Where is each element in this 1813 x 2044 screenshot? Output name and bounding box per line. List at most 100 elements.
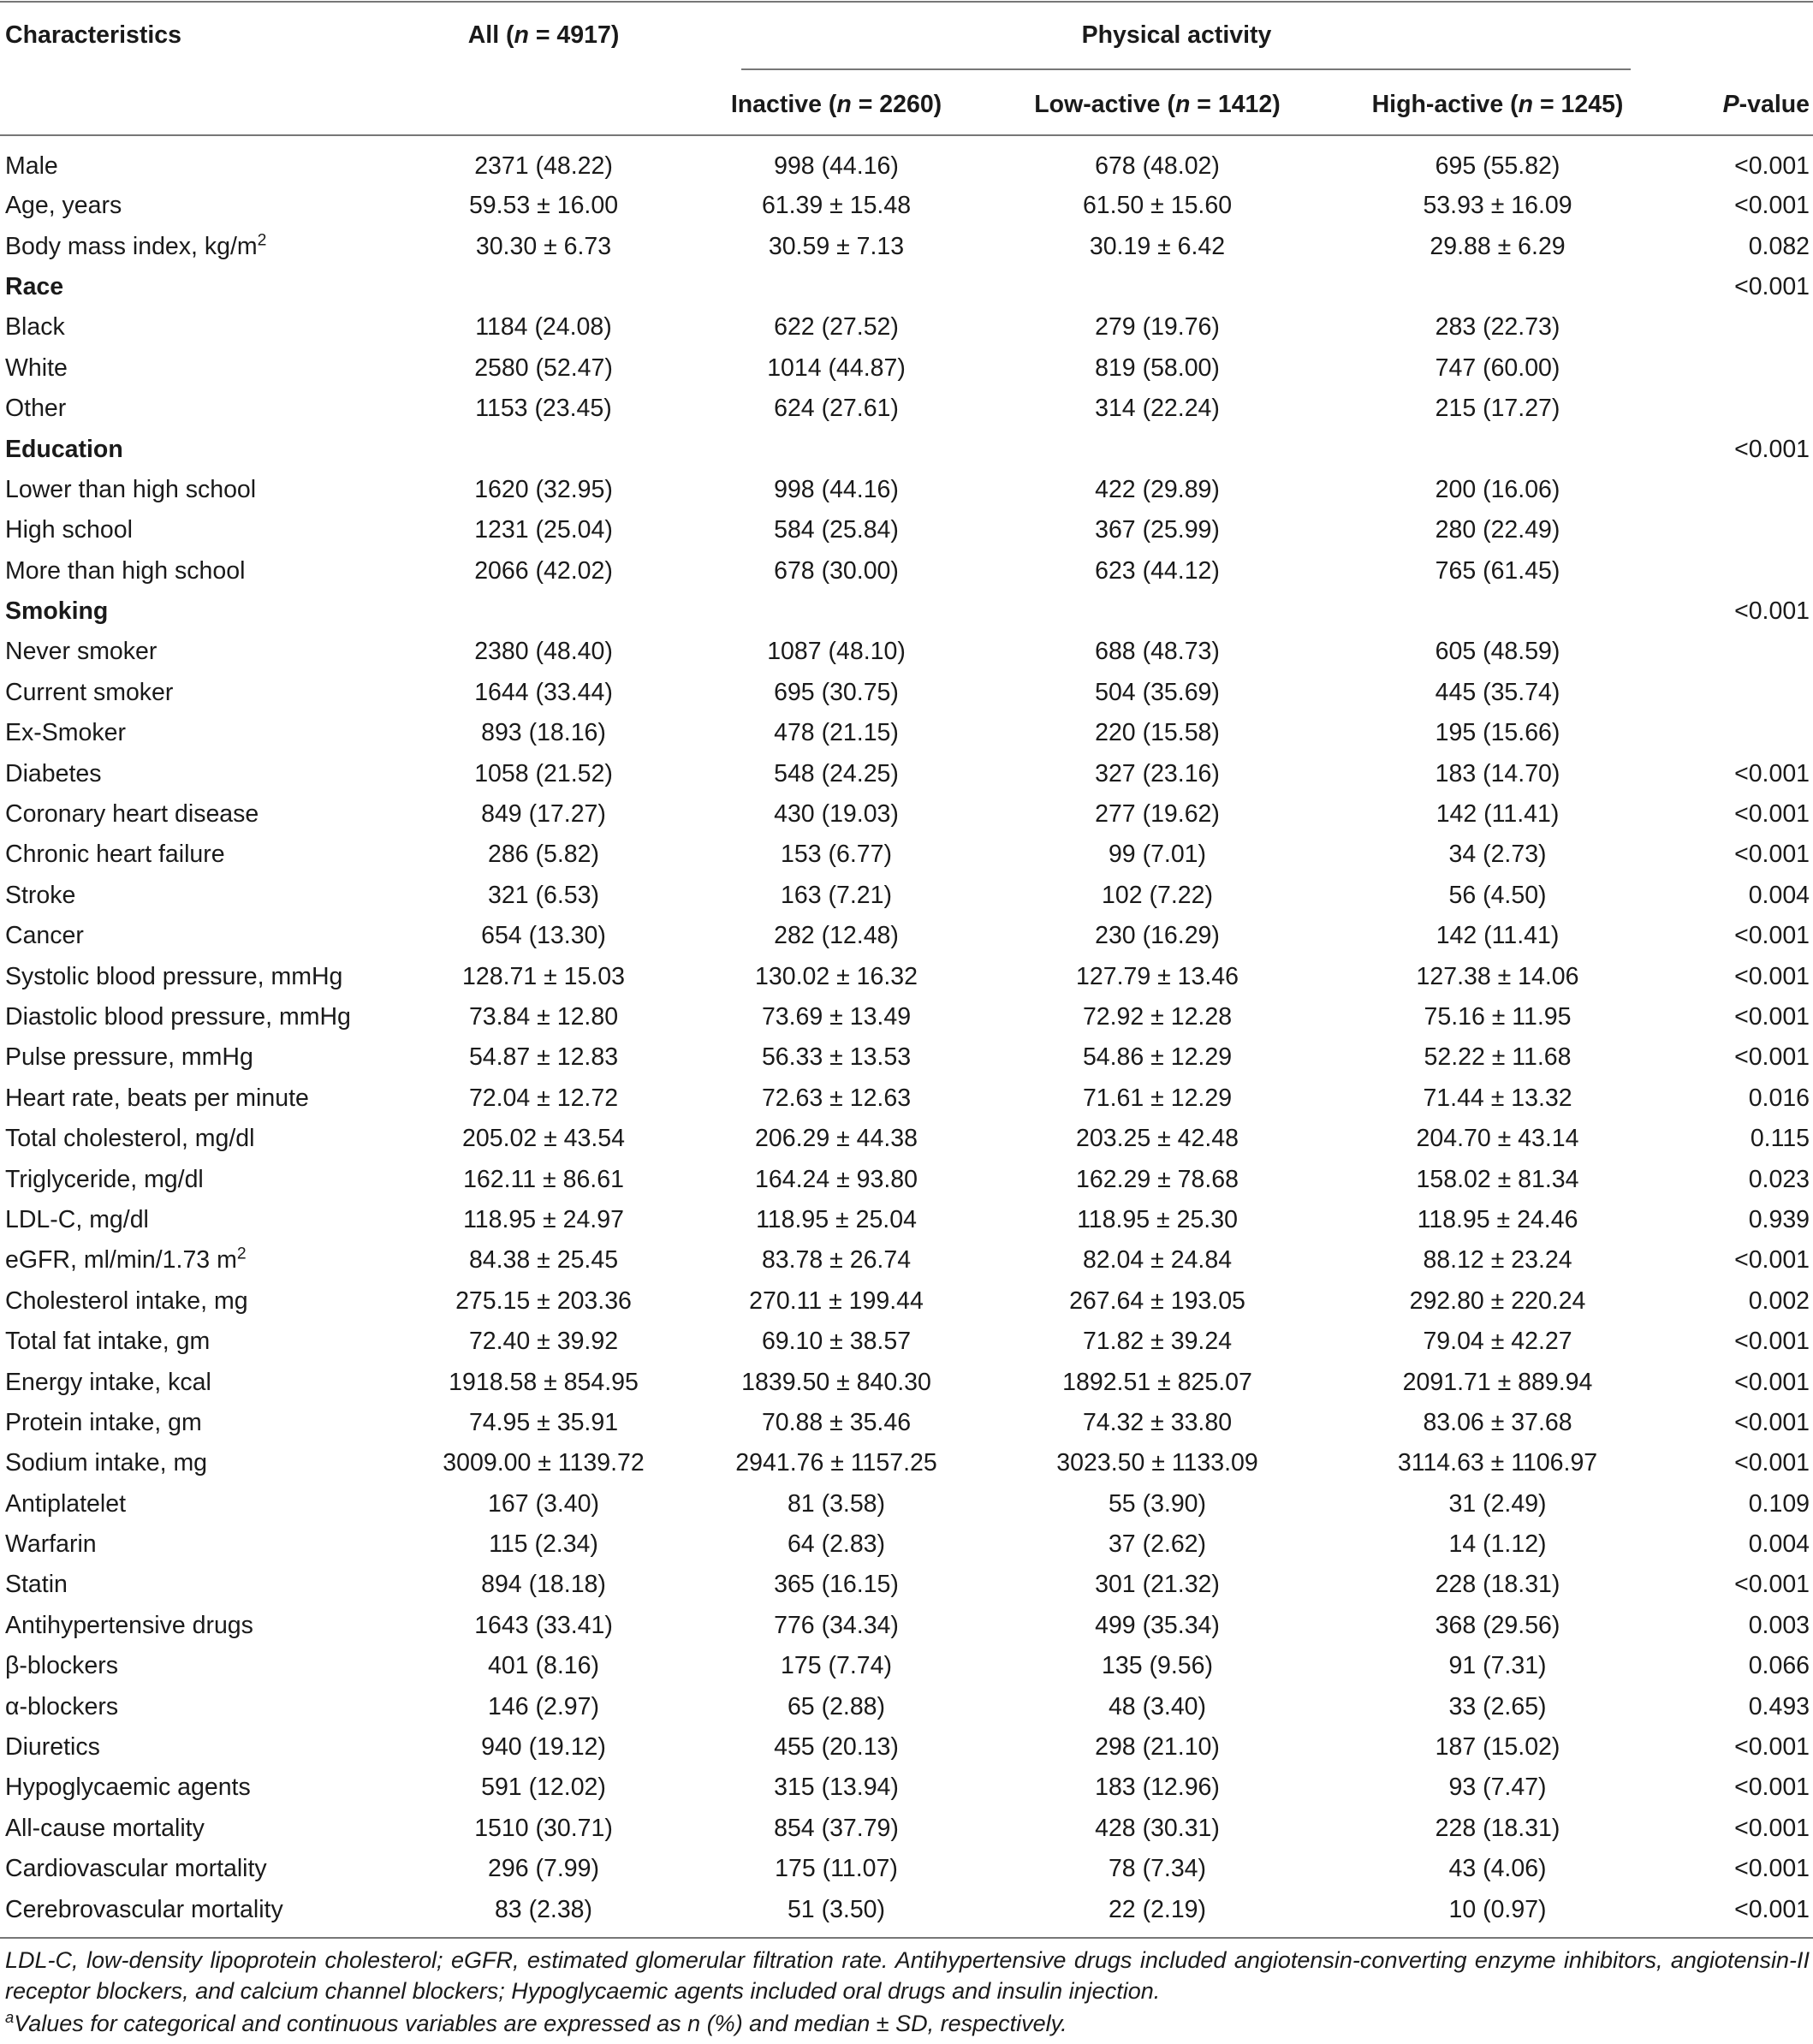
row-label: Education [5,435,123,463]
cell-inactive: 175 (7.74) [781,1652,892,1680]
cell-inactive: 430 (19.03) [774,800,899,829]
cell-low-active [999,429,1316,469]
cell-high-active: 368 (29.56) [1435,1611,1560,1639]
section-row: Education <0.001 [0,429,1813,469]
cell-low-active: 314 (22.24) [1095,395,1220,423]
cell-inactive: 64 (2.83) [787,1530,886,1559]
row-label: All-cause mortality [5,1814,205,1842]
cell-all: 3009.00 ± 1139.72 [443,1449,645,1477]
header-row-2: Inactive (n = 2260) Low-active (n = 1412… [0,70,1813,139]
cell-inactive: 65 (2.88) [787,1692,886,1720]
cell-p-value: <0.001 [1734,272,1810,300]
table-row: Chronic heart failure 286 (5.82) 153 (6.77… [0,835,1813,875]
cell-p-value: <0.001 [1734,152,1810,180]
cell-low-active: 279 (19.76) [1095,313,1220,342]
physical-activity-rule [741,68,1631,70]
cell-low-active: 1892.51 ± 825.07 [1062,1368,1252,1396]
table-row: Cholesterol intake, mg 275.15 ± 203.36 270… [0,1281,1813,1322]
cell-p-value: <0.001 [1734,597,1810,626]
table-row: Diuretics 940 (19.12) 455 (20.13) 298 (21.1… [0,1727,1813,1768]
row-label: Heart rate, beats per minute [5,1084,309,1112]
cell-high-active: 3114.63 ± 1106.97 [1397,1449,1598,1477]
table-row: Protein intake, gm 74.95 ± 35.91 70.88 ± 3… [0,1403,1813,1443]
cell-p-value: 0.109 [1748,1489,1810,1518]
cell-high-active: 2091.71 ± 889.94 [1402,1368,1593,1396]
cell-low-active [999,267,1316,307]
row-label: Ex-Smoker [5,719,126,747]
cell-all: 2066 (42.02) [474,556,613,585]
cell-high-active: 283 (22.73) [1435,313,1560,342]
cell-high-active: 34 (2.73) [1448,841,1547,869]
header-blank-all [413,70,674,139]
cell-all: 115 (2.34) [489,1530,598,1559]
cell-p-value: <0.001 [1734,1368,1810,1396]
cell-p-value: <0.001 [1734,1855,1810,1883]
row-label: Pulse pressure, mmHg [5,1043,253,1072]
cell-high-active: 142 (11.41) [1436,922,1560,950]
cell-p-value: <0.001 [1734,841,1810,869]
table-row: Heart rate, beats per minute 72.04 ± 12.7… [0,1078,1813,1119]
cell-p-value: <0.001 [1734,1449,1810,1477]
cell-low-active: 30.19 ± 6.42 [1089,232,1226,260]
cell-inactive: 164.24 ± 93.80 [755,1165,918,1193]
cell-inactive: 175 (11.07) [775,1855,898,1883]
cell-all: 401 (8.16) [488,1652,599,1680]
row-label: Coronary heart disease [5,800,259,829]
cell-p-value: <0.001 [1734,1408,1810,1436]
cell-low-active: 298 (21.10) [1095,1733,1220,1762]
row-label: Diuretics [5,1733,100,1762]
row-label: Stroke [5,881,76,909]
cell-all: 205.02 ± 43.54 [462,1125,625,1153]
table-row: Body mass index, kg/m2 30.30 ± 6.73 30.59 … [0,226,1813,266]
cell-all: 2380 (48.40) [474,638,613,666]
table-row: Diabetes 1058 (21.52) 548 (24.25) 327 (23.1… [0,753,1813,793]
cell-p-value: <0.001 [1734,922,1810,950]
cell-inactive: 455 (20.13) [774,1733,899,1762]
header-blank-label [0,70,413,139]
cell-p-value [1679,389,1813,429]
cell-p-value: <0.001 [1734,435,1810,463]
cell-low-active: 55 (3.90) [1108,1489,1207,1518]
table-row: Cardiovascular mortality 296 (7.99) 175 (1… [0,1849,1813,1889]
cell-all: 167 (3.40) [488,1489,599,1518]
cell-high-active: 88.12 ± 23.24 [1423,1246,1572,1275]
row-label: Smoking [5,597,109,626]
cell-all: 83 (2.38) [494,1895,593,1923]
row-label: Body mass index, kg/m2 [5,230,267,260]
cell-high-active: 747 (60.00) [1435,354,1560,382]
cell-low-active: 127.79 ± 13.46 [1076,962,1239,990]
cell-all: 2371 (48.22) [474,152,613,180]
row-label: Black [5,313,65,342]
cell-high-active: 91 (7.31) [1448,1652,1547,1680]
cell-low-active: 71.82 ± 39.24 [1082,1328,1233,1356]
cell-all: 74.95 ± 35.91 [468,1408,619,1436]
table-row: Antihypertensive drugs 1643 (33.41) 776 (3… [0,1606,1813,1646]
cell-inactive: 130.02 ± 16.32 [755,962,918,990]
cell-p-value: <0.001 [1734,1003,1810,1031]
cell-all: 849 (17.27) [481,800,606,829]
row-label: Chronic heart failure [5,841,225,869]
table-row: Black 1184 (24.08) 622 (27.52) 279 (19.76) 2… [0,307,1813,348]
row-label: β-blockers [5,1652,119,1680]
cell-p-value: <0.001 [1734,1328,1810,1356]
cell-low-active: 623 (44.12) [1095,556,1220,585]
row-label: Total fat intake, gm [5,1328,211,1356]
cell-all: 286 (5.82) [488,841,599,869]
row-label: Cerebrovascular mortality [5,1895,283,1923]
table-row: Total cholesterol, mg/dl 205.02 ± 43.54 20… [0,1119,1813,1159]
cell-all: 591 (12.02) [481,1774,606,1802]
cell-p-value: 0.939 [1748,1205,1810,1233]
cell-p-value: <0.001 [1734,800,1810,829]
cell-high-active [1316,591,1679,632]
cell-p-value [1679,348,1813,389]
cell-low-active: 277 (19.62) [1095,800,1220,829]
row-label: More than high school [5,556,246,585]
cell-all: 72.04 ± 12.72 [468,1084,619,1112]
table-row: LDL-C, mg/dl 118.95 ± 24.97 118.95 ± 25.04… [0,1200,1813,1240]
cell-low-active: 162.29 ± 78.68 [1076,1165,1239,1193]
cell-high-active: 83.06 ± 37.68 [1423,1408,1572,1436]
cell-low-active: 71.61 ± 12.29 [1082,1084,1233,1112]
table-row: eGFR, ml/min/1.73 m2 84.38 ± 25.45 83.78 ±… [0,1240,1813,1280]
cell-all: 1058 (21.52) [474,759,613,787]
cell-p-value: 0.493 [1748,1692,1810,1720]
